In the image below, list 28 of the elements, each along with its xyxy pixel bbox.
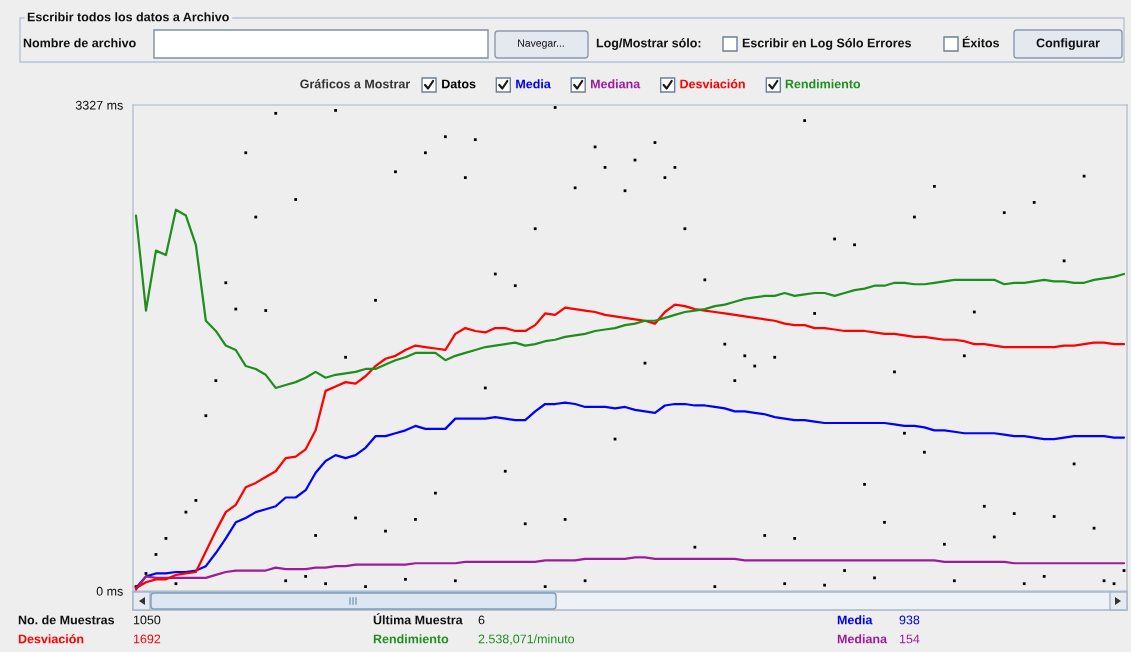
- text: 1692: [133, 634, 161, 644]
- y-tick-label: 0 ms: [96, 586, 123, 596]
- text: Rendimiento: [785, 79, 861, 89]
- text: Escribir todos los datos a Archivo: [27, 12, 229, 22]
- text: Desviación: [680, 79, 745, 89]
- text: Media: [837, 615, 873, 625]
- text: Configurar: [1036, 38, 1100, 50]
- text: Nombre de archivo: [23, 38, 136, 48]
- text: Última Muestra: [373, 613, 463, 625]
- text: Mediana: [591, 79, 641, 89]
- text: No. de Muestras: [18, 615, 115, 625]
- text: Desviación: [18, 634, 84, 644]
- line-series: [134, 208, 1126, 390]
- text: Navegar...: [518, 39, 564, 49]
- text: Datos: [442, 79, 476, 89]
- text: Rendimiento: [373, 634, 449, 644]
- text: 2.538,071/minuto: [478, 634, 575, 645]
- text: Log/Mostrar sólo:: [596, 38, 701, 50]
- text: 6: [478, 615, 485, 625]
- text: 938: [899, 615, 920, 625]
- text: 1050: [133, 615, 161, 625]
- text: 154: [899, 634, 920, 644]
- text: Media: [516, 79, 551, 89]
- text: Éxitos: [962, 36, 999, 48]
- y-tick-label: 3327 ms: [75, 100, 123, 110]
- legend-title: Gráficos a Mostrar: [300, 79, 410, 89]
- text: Escribir en Log Sólo Errores: [742, 38, 911, 50]
- text: Mediana: [837, 634, 888, 644]
